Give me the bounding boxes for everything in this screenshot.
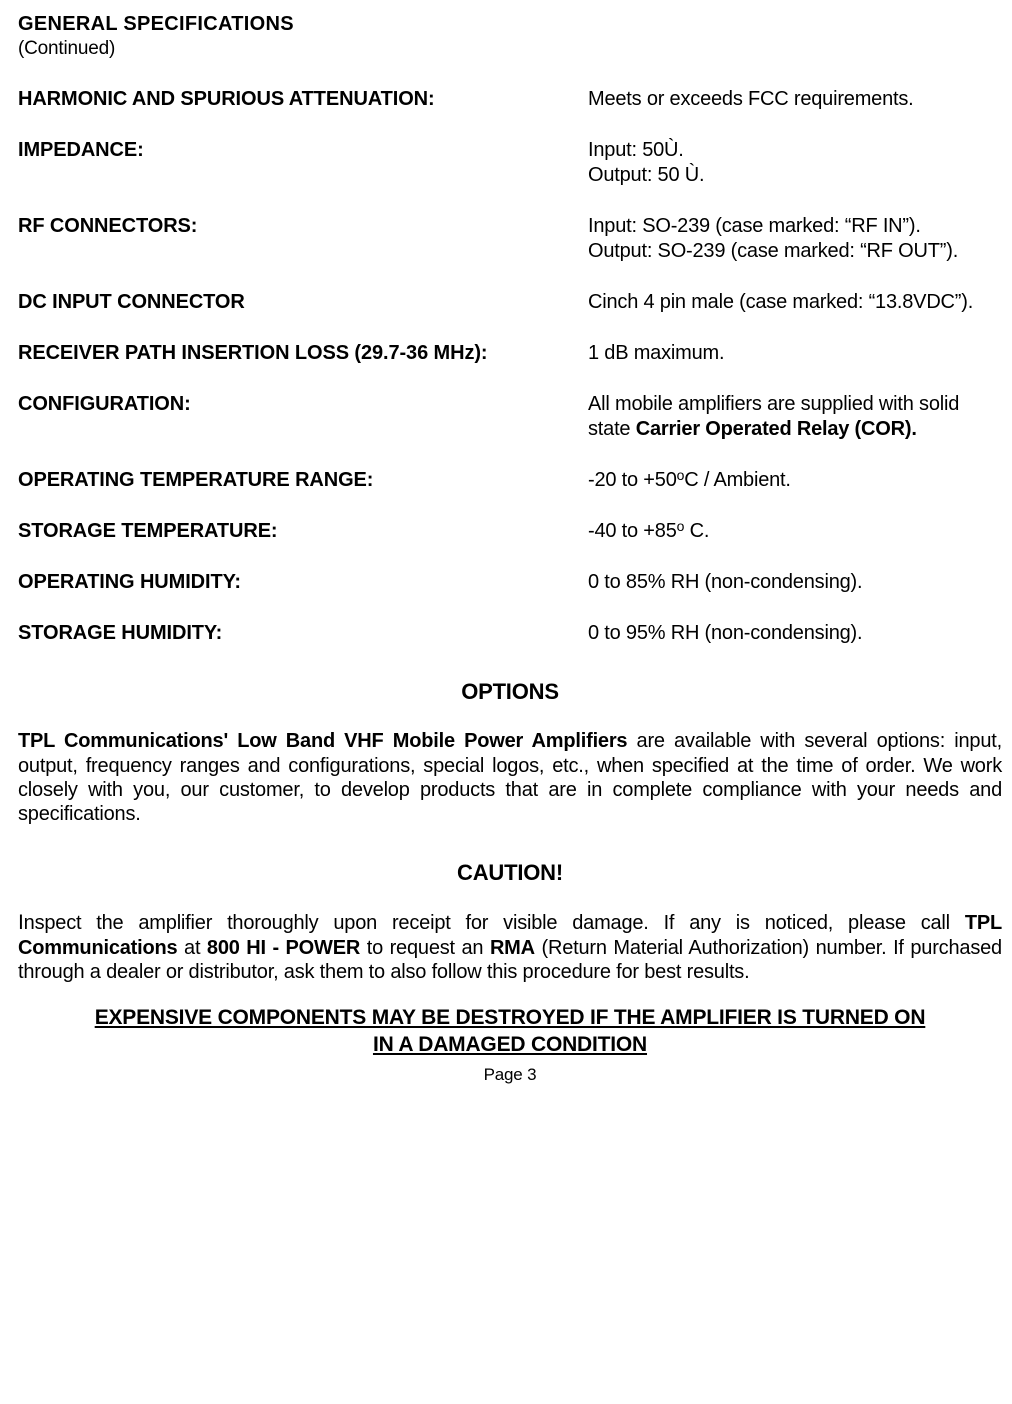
spec-label: STORAGE TEMPERATURE: xyxy=(18,519,588,544)
spec-value: Input: 50Ù.Output: 50 Ù. xyxy=(588,138,1002,188)
warning-line-2: IN A DAMAGED CONDITION xyxy=(373,1033,647,1056)
spec-row: STORAGE TEMPERATURE:-40 to +85o C. xyxy=(18,519,1002,544)
specs-table: HARMONIC AND SPURIOUS ATTENUATION:Meets … xyxy=(18,87,1002,646)
spec-value: Input: SO-239 (case marked: “RF IN”).Out… xyxy=(588,214,1002,264)
spec-label: RECEIVER PATH INSERTION LOSS (29.7-36 MH… xyxy=(18,341,588,366)
spec-label: RF CONNECTORS: xyxy=(18,214,588,264)
spec-label: OPERATING TEMPERATURE RANGE: xyxy=(18,468,588,493)
spec-row: IMPEDANCE:Input: 50Ù.Output: 50 Ù. xyxy=(18,138,1002,188)
page-subtitle: (Continued) xyxy=(18,37,1002,61)
spec-row: RF CONNECTORS:Input: SO-239 (case marked… xyxy=(18,214,1002,264)
spec-row: CONFIGURATION:All mobile amplifiers are … xyxy=(18,392,1002,442)
spec-row: RECEIVER PATH INSERTION LOSS (29.7-36 MH… xyxy=(18,341,1002,366)
options-paragraph: TPL Communications' Low Band VHF Mobile … xyxy=(18,729,1002,827)
spec-label: HARMONIC AND SPURIOUS ATTENUATION: xyxy=(18,87,588,112)
spec-value: 1 dB maximum. xyxy=(588,341,1002,366)
spec-row: HARMONIC AND SPURIOUS ATTENUATION:Meets … xyxy=(18,87,1002,112)
spec-value: 0 to 85% RH (non-condensing). xyxy=(588,570,1002,595)
warning-line-1: EXPENSIVE COMPONENTS MAY BE DESTROYED IF… xyxy=(95,1006,926,1029)
spec-row: OPERATING HUMIDITY:0 to 85% RH (non-cond… xyxy=(18,570,1002,595)
spec-value: All mobile amplifiers are supplied with … xyxy=(588,392,1002,442)
spec-label: OPERATING HUMIDITY: xyxy=(18,570,588,595)
spec-value: Cinch 4 pin male (case marked: “13.8VDC”… xyxy=(588,290,1002,315)
page-number: Page 3 xyxy=(18,1064,1002,1085)
caution-paragraph: Inspect the amplifier thoroughly upon re… xyxy=(18,910,1002,984)
spec-row: STORAGE HUMIDITY:0 to 95% RH (non-conden… xyxy=(18,621,1002,646)
spec-label: DC INPUT CONNECTOR xyxy=(18,290,588,315)
caution-heading: CAUTION! xyxy=(18,859,1002,887)
spec-value: -20 to +50oC / Ambient. xyxy=(588,468,1002,493)
options-heading: OPTIONS xyxy=(18,678,1002,706)
spec-value: Meets or exceeds FCC requirements. xyxy=(588,87,1002,112)
spec-value: 0 to 95% RH (non-condensing). xyxy=(588,621,1002,646)
spec-row: OPERATING TEMPERATURE RANGE:-20 to +50oC… xyxy=(18,468,1002,493)
spec-row: DC INPUT CONNECTORCinch 4 pin male (case… xyxy=(18,290,1002,315)
spec-label: CONFIGURATION: xyxy=(18,392,588,442)
spec-label: IMPEDANCE: xyxy=(18,138,588,188)
spec-label: STORAGE HUMIDITY: xyxy=(18,621,588,646)
warning-line: EXPENSIVE COMPONENTS MAY BE DESTROYED IF… xyxy=(18,1005,1002,1059)
page-title: GENERAL SPECIFICATIONS xyxy=(18,12,1002,37)
spec-value: -40 to +85o C. xyxy=(588,519,1002,544)
